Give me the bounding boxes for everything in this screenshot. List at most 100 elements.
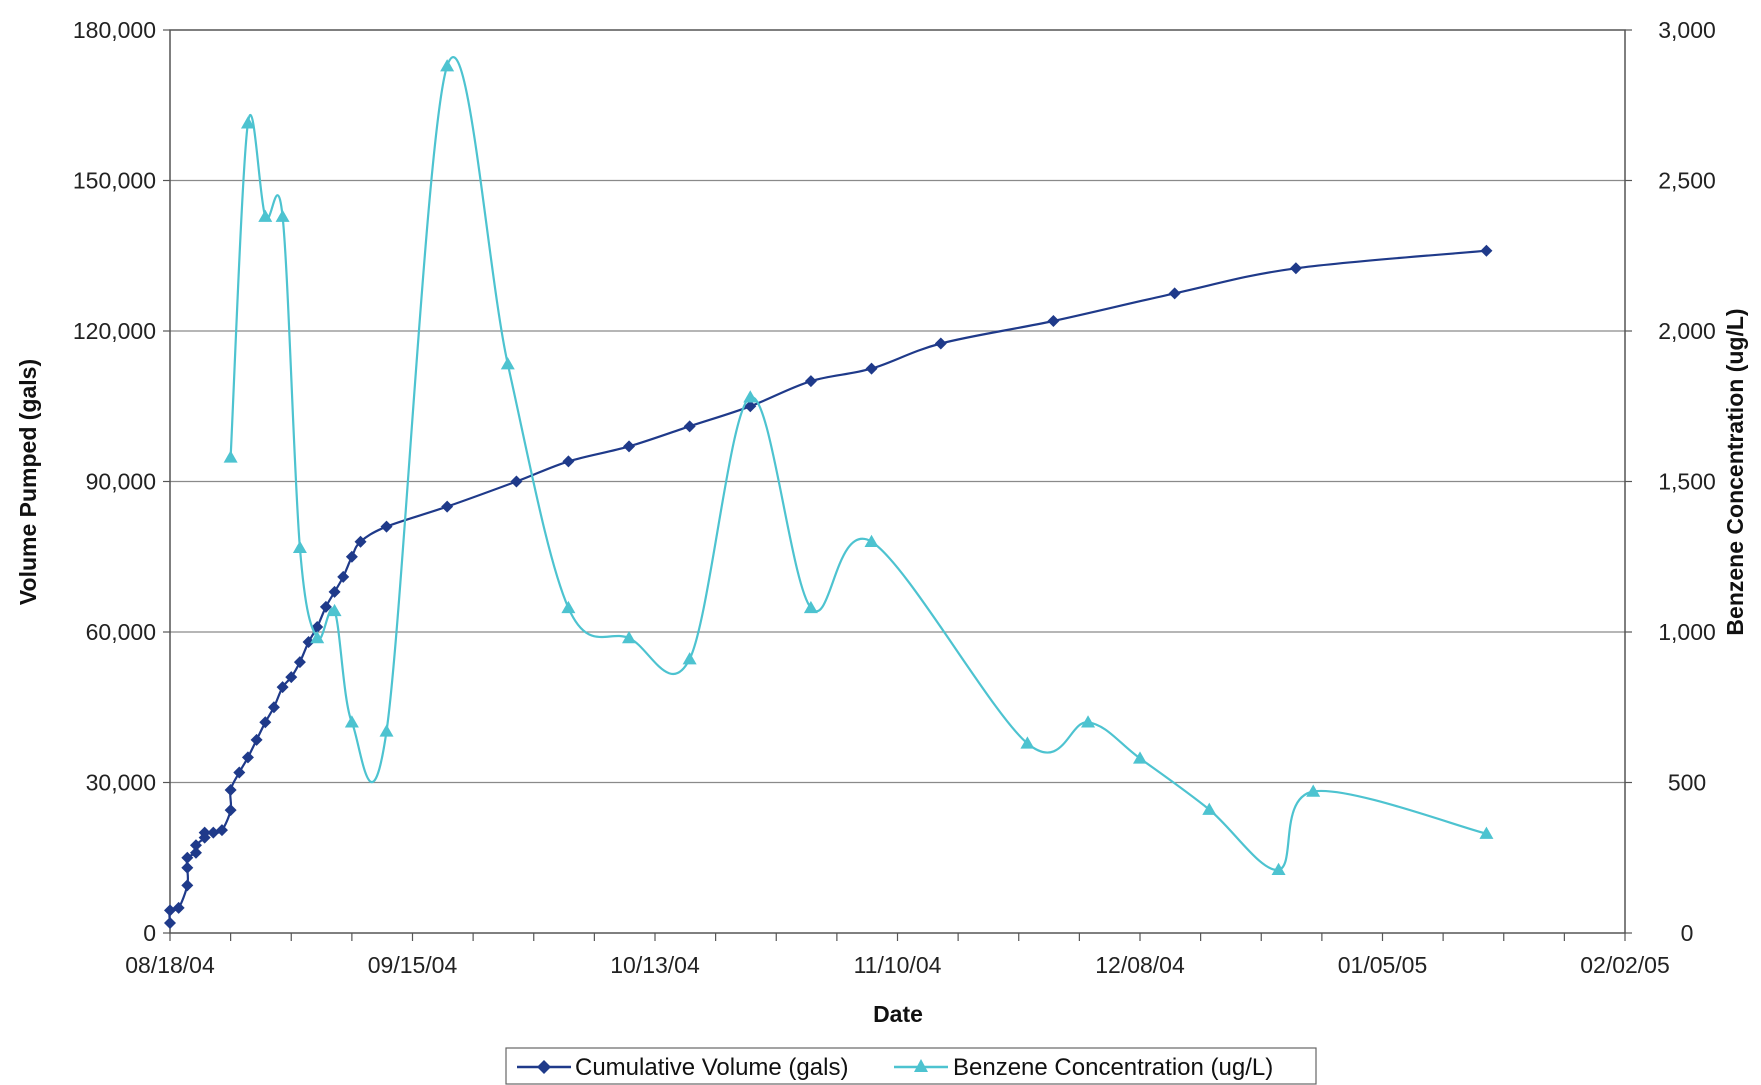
y-axis-left-tick-label: 90,000	[86, 469, 156, 495]
data-point	[500, 357, 515, 370]
x-axis-tick-label: 08/18/04	[125, 952, 215, 978]
series-line	[229, 56, 1487, 871]
data-point	[181, 851, 194, 864]
data-point	[380, 520, 393, 533]
data-point	[164, 904, 176, 917]
data-point	[743, 390, 758, 403]
data-point	[172, 901, 185, 914]
data-point	[344, 715, 359, 728]
data-point	[440, 59, 455, 72]
data-point	[510, 475, 523, 488]
data-point	[1168, 287, 1181, 300]
series-group	[164, 56, 1494, 929]
y-axis-left: 0 30,000 60,000 90,000 120,000 150,000 180,000	[73, 17, 170, 946]
y-axis-left-tick-label: 120,000	[73, 318, 156, 344]
data-point	[354, 535, 367, 548]
y-axis-left-tick-label: 180,000	[73, 17, 156, 43]
data-point	[259, 716, 272, 729]
data-point	[804, 375, 817, 388]
legend-swatch-marker-benzene	[914, 1059, 928, 1072]
data-point	[267, 701, 280, 714]
data-point	[1020, 736, 1035, 749]
data-point	[934, 337, 947, 350]
data-point	[803, 600, 818, 614]
data-point	[1289, 262, 1302, 275]
data-point	[562, 455, 575, 468]
y-axis-right-tick-label: 2,500	[1658, 168, 1716, 194]
x-axis-tick-label: 11/10/04	[854, 952, 942, 978]
y-axis-left-tick-label: 60,000	[86, 619, 156, 645]
data-point	[189, 846, 202, 859]
data-point	[302, 636, 315, 649]
data-point	[622, 631, 637, 644]
data-point	[233, 766, 246, 779]
series-benzene-concentration	[223, 56, 1494, 876]
data-point	[293, 656, 306, 669]
y-axis-left-tick-label: 30,000	[86, 770, 156, 796]
data-point	[1306, 784, 1321, 797]
data-point	[1480, 244, 1493, 257]
data-point	[1133, 751, 1147, 764]
data-point	[1047, 314, 1060, 327]
x-axis: 08/18/04 09/15/04 10/13/04 11/10/04 12/08/04…	[125, 933, 1670, 978]
data-point	[1479, 826, 1494, 839]
y-axis-left-tick-label: 0	[143, 920, 156, 946]
data-point	[189, 839, 202, 852]
x-axis-tick-label: 02/02/05	[1580, 952, 1670, 978]
data-point	[623, 440, 636, 453]
data-point	[164, 916, 176, 929]
data-point	[561, 600, 576, 614]
y-axis-left-tick-label: 150,000	[73, 168, 156, 194]
data-point	[224, 804, 237, 817]
data-point	[275, 209, 290, 222]
data-point	[285, 671, 298, 684]
series-cumulative-volume	[164, 244, 1493, 929]
y-axis-right-title: Benzene Concentration (ug/L)	[1722, 308, 1748, 635]
data-point	[1271, 862, 1286, 876]
data-point	[327, 603, 342, 617]
y-axis-right-tick-label: 3,000	[1658, 17, 1716, 43]
data-point	[310, 631, 325, 644]
y-axis-right: 0 500 1,000 1,500 2,000 2,500 3,000	[1625, 17, 1716, 946]
data-point	[441, 500, 454, 513]
data-point	[223, 450, 238, 463]
y-axis-right-tick-label: 1,500	[1658, 469, 1716, 495]
y-axis-right-tick-label: 0	[1681, 920, 1694, 946]
legend-label-benzene: Benzene Concentration (ug/L)	[953, 1054, 1273, 1081]
data-point	[379, 724, 394, 737]
data-point	[198, 826, 211, 839]
y-axis-left-title: Volume Pumped (gals)	[15, 359, 41, 605]
data-point	[241, 751, 254, 764]
data-point	[744, 400, 757, 413]
legend-label-volume: Cumulative Volume (gals)	[575, 1054, 848, 1081]
data-point	[181, 861, 194, 874]
x-axis-title: Date	[873, 1001, 923, 1027]
data-point	[250, 733, 263, 746]
data-point	[345, 550, 358, 563]
gridlines	[170, 179, 1625, 784]
data-point	[181, 879, 194, 892]
data-point	[337, 570, 350, 583]
data-point	[207, 826, 220, 839]
data-point	[319, 600, 332, 613]
data-point	[276, 681, 289, 694]
y-axis-right-tick-label: 2,000	[1658, 318, 1716, 344]
data-point	[258, 209, 273, 222]
data-point	[682, 652, 697, 665]
data-point	[864, 534, 879, 547]
data-point	[865, 362, 878, 375]
y-axis-right-tick-label: 1,000	[1658, 619, 1716, 645]
data-point	[328, 585, 341, 598]
data-point	[224, 784, 237, 797]
data-point	[683, 420, 696, 433]
data-point	[292, 540, 307, 553]
data-point	[1202, 802, 1217, 815]
x-axis-tick-label: 12/08/04	[1095, 952, 1185, 978]
data-point	[240, 116, 255, 129]
y-axis-right-tick-label: 500	[1668, 770, 1706, 796]
x-axis-tick-label: 01/05/05	[1338, 952, 1428, 978]
legend-swatch-marker-volume	[537, 1060, 551, 1074]
legend: Cumulative Volume (gals) Benzene Concent…	[505, 1047, 1317, 1085]
